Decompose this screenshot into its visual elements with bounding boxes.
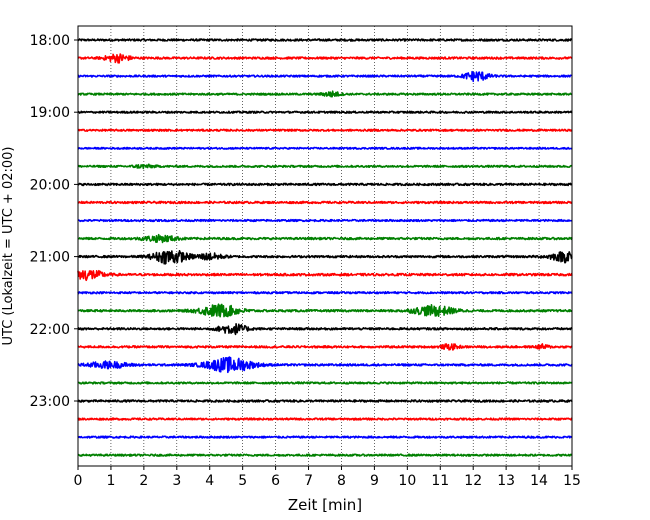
trace-20:45 bbox=[77, 233, 573, 244]
trace-23:00 bbox=[77, 399, 573, 403]
plot-frame bbox=[77, 25, 573, 467]
x-tick-label-7: 7 bbox=[304, 473, 313, 489]
y-tick-label-20:00: 20:00 bbox=[30, 177, 70, 193]
x-tick-label-8: 8 bbox=[337, 473, 346, 489]
x-tick-label-1: 1 bbox=[106, 473, 115, 489]
trace-22:15 bbox=[77, 343, 573, 351]
x-tick-label-13: 13 bbox=[497, 473, 515, 489]
y-tick-label-23:00: 23:00 bbox=[30, 394, 70, 410]
trace-22:00 bbox=[77, 322, 573, 336]
x-axis-label: Zeit [min] bbox=[288, 496, 362, 514]
x-axis-ticks: 0 1 2 3 4 5 6 7 8 9 10 11 12 13 14 15 bbox=[74, 466, 581, 489]
y-tick-label-21:00: 21:00 bbox=[30, 250, 70, 266]
grid-lines bbox=[110, 26, 540, 466]
y-axis-ticks: 18:00 19:00 20:00 21:00 22:00 23:00 bbox=[30, 33, 78, 410]
trace-20:15 bbox=[77, 200, 573, 205]
trace-23:15 bbox=[77, 417, 573, 421]
x-tick-label-3: 3 bbox=[172, 473, 181, 489]
y-tick-label-19:00: 19:00 bbox=[30, 105, 70, 121]
trace-20:00 bbox=[77, 182, 573, 187]
trace-19:45 bbox=[77, 163, 573, 170]
trace-22:30 bbox=[77, 356, 573, 374]
trace-23:45 bbox=[77, 453, 573, 457]
trace-22:45 bbox=[77, 381, 573, 385]
trace-18:15 bbox=[77, 53, 573, 64]
trace-18:30 bbox=[77, 70, 573, 83]
x-tick-label-6: 6 bbox=[271, 473, 280, 489]
y-axis-label: UTC (Lokalzeit = UTC + 02:00) bbox=[1, 147, 16, 346]
trace-20:30 bbox=[77, 218, 573, 223]
y-tick-label-18:00: 18:00 bbox=[30, 33, 70, 49]
x-tick-label-11: 11 bbox=[431, 473, 449, 489]
seismogram-traces bbox=[77, 38, 573, 457]
trace-19:15 bbox=[77, 128, 573, 132]
trace-21:15 bbox=[77, 269, 573, 282]
trace-19:30 bbox=[77, 146, 573, 150]
x-tick-label-0: 0 bbox=[74, 473, 83, 489]
trace-21:45 bbox=[77, 303, 573, 318]
trace-23:30 bbox=[77, 435, 573, 439]
trace-18:45 bbox=[77, 90, 573, 98]
x-tick-label-12: 12 bbox=[464, 473, 482, 489]
x-tick-label-4: 4 bbox=[205, 473, 214, 489]
y-tick-label-22:00: 22:00 bbox=[30, 322, 70, 338]
trace-19:00 bbox=[77, 110, 573, 114]
x-tick-label-9: 9 bbox=[370, 473, 379, 489]
trace-21:30 bbox=[77, 291, 573, 295]
trace-21:00 bbox=[77, 250, 573, 265]
x-tick-label-2: 2 bbox=[139, 473, 148, 489]
x-tick-label-5: 5 bbox=[238, 473, 247, 489]
x-tick-label-15: 15 bbox=[563, 473, 581, 489]
x-tick-label-10: 10 bbox=[398, 473, 416, 489]
x-tick-label-14: 14 bbox=[530, 473, 548, 489]
trace-18:00 bbox=[77, 38, 573, 42]
